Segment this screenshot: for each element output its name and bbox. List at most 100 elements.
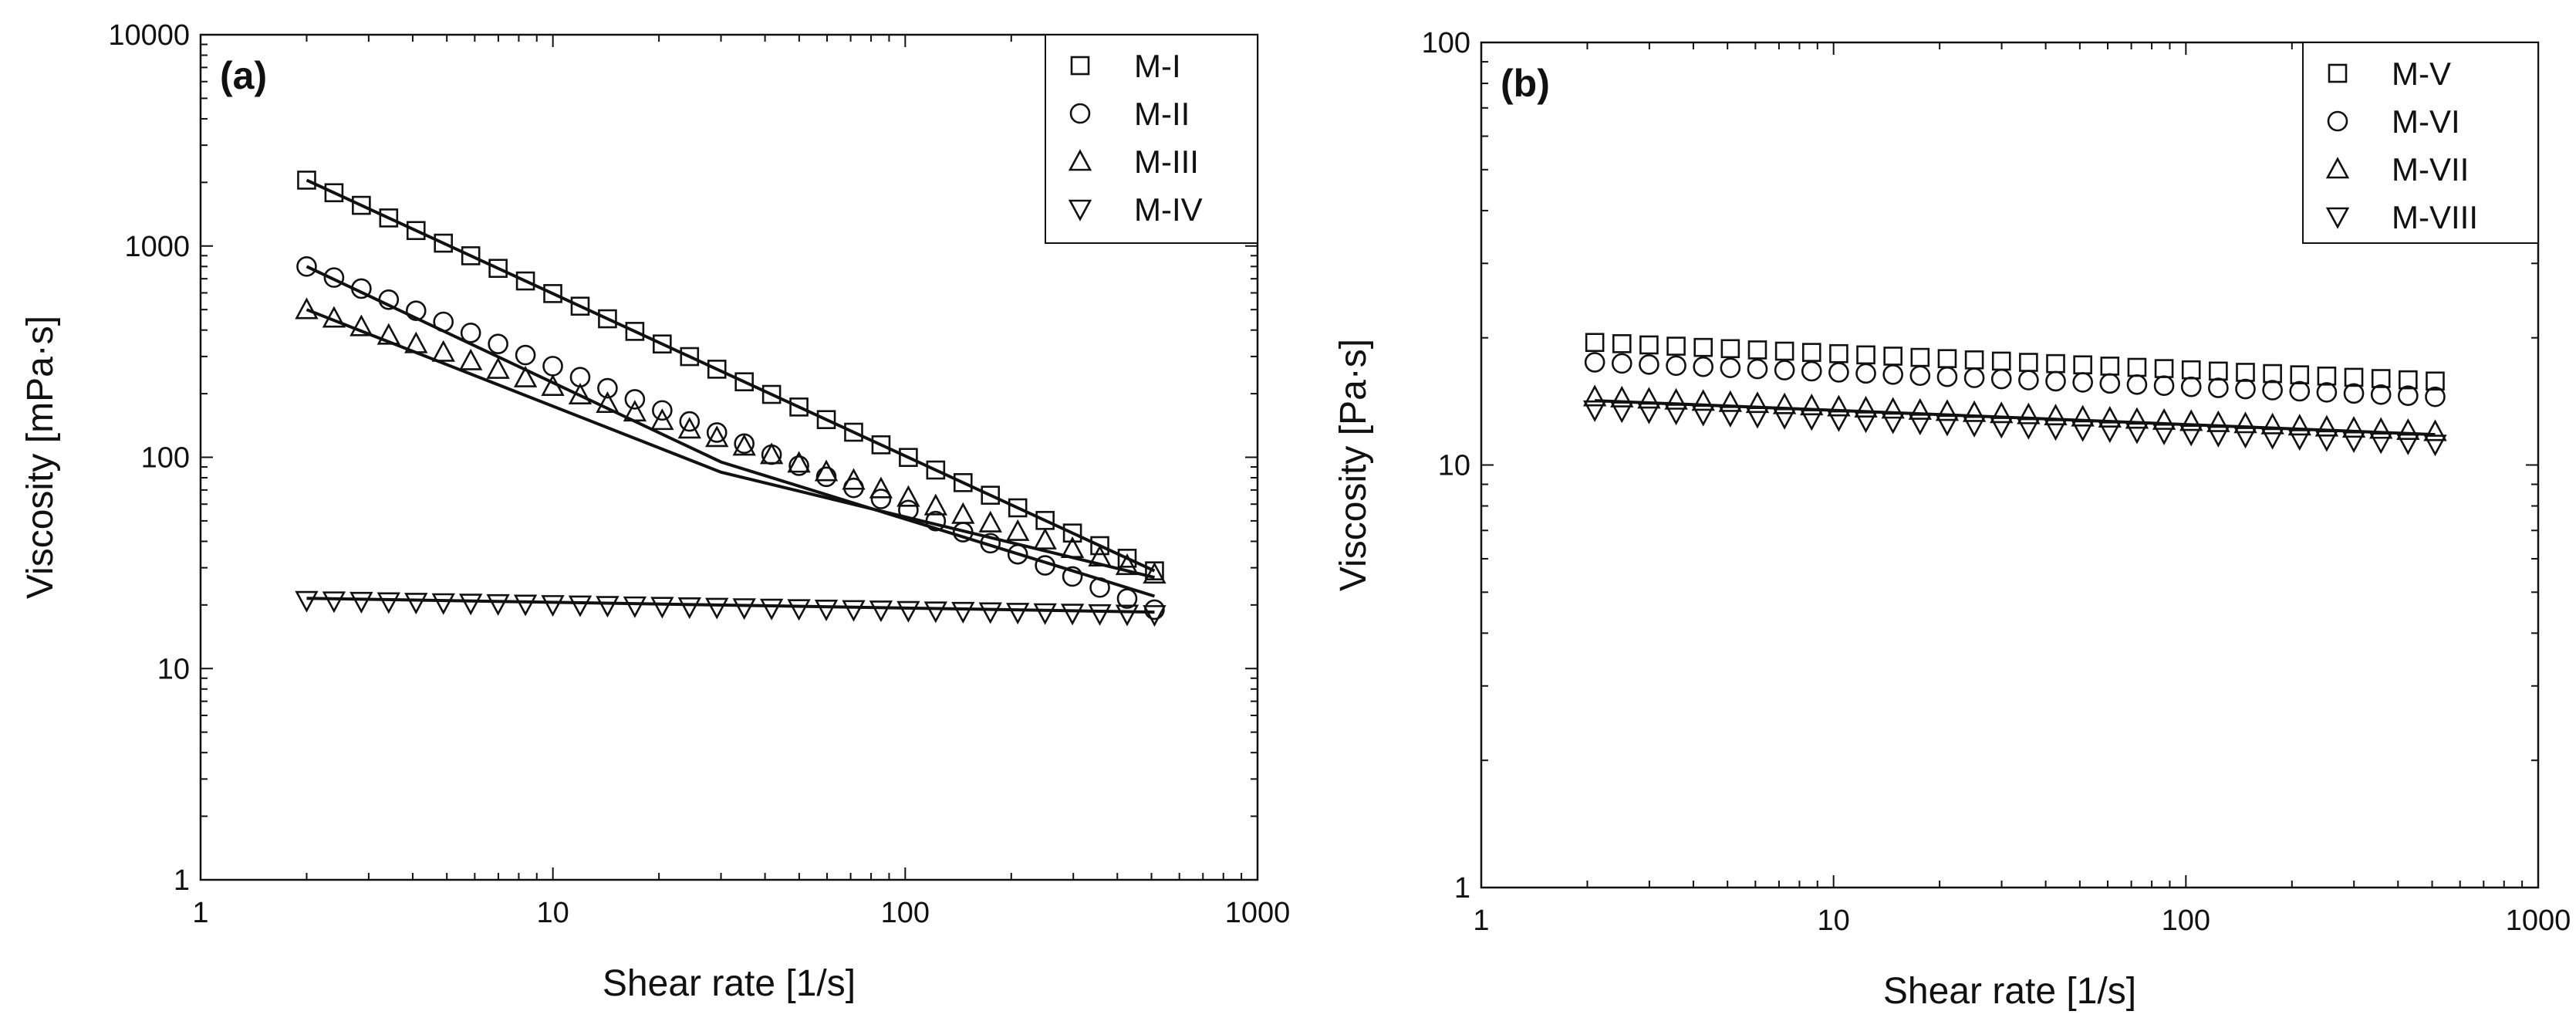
data-point <box>513 594 538 617</box>
data-point <box>1745 407 1770 429</box>
legend-circle-icon <box>2327 110 2348 132</box>
data-point <box>379 208 399 228</box>
data-point <box>486 593 510 616</box>
data-point <box>2018 370 2039 391</box>
series-m-vii <box>1582 384 2447 441</box>
legend-item: M-II <box>1069 96 1190 132</box>
data-point <box>814 459 839 482</box>
data-point <box>677 597 701 620</box>
data-point <box>2289 380 2311 402</box>
data-point <box>2046 353 2065 374</box>
chart-panel-b: 1 10 100 1000 1 10 100 Shear rate [1/s] Viscosit… <box>1333 27 2571 1012</box>
data-point <box>2127 357 2147 377</box>
data-point <box>1117 549 1137 568</box>
data-point <box>925 510 947 532</box>
x-axis-label: Shear rate [1/s] <box>1883 971 2136 1012</box>
data-point <box>2262 380 2283 401</box>
data-point <box>1008 498 1028 518</box>
data-point <box>1666 336 1686 356</box>
data-point <box>597 377 618 399</box>
data-point <box>431 340 455 362</box>
data-point <box>1060 536 1085 558</box>
data-point <box>1908 397 1932 420</box>
data-point <box>2071 404 2095 427</box>
data-point <box>1611 353 1632 374</box>
data-point <box>625 322 645 341</box>
data-point <box>488 333 508 354</box>
data-point <box>1006 519 1030 541</box>
data-point <box>951 601 975 624</box>
data-point <box>2343 383 2365 404</box>
data-point <box>404 593 428 615</box>
legend-label: M-VI <box>2392 103 2460 140</box>
y-tick-label: 100 <box>141 442 190 475</box>
data-point <box>1964 350 1984 370</box>
data-point <box>1935 399 1960 421</box>
data-point <box>2233 427 2257 449</box>
data-point <box>869 476 893 499</box>
legend-item: M-I <box>1070 48 1181 84</box>
x-tick-label: 100 <box>2162 905 2210 937</box>
data-point <box>1801 343 1821 362</box>
data-point <box>2317 366 2337 386</box>
data-point <box>1639 335 1659 355</box>
y-tick-label: 1 <box>1454 872 1470 905</box>
data-point <box>705 597 729 620</box>
data-point <box>488 259 508 279</box>
data-point <box>842 468 866 490</box>
data-point <box>1990 401 2014 424</box>
data-point <box>486 357 510 379</box>
data-point <box>2125 422 2149 445</box>
data-point <box>732 598 756 621</box>
data-point <box>1090 536 1109 556</box>
data-point <box>705 425 729 448</box>
data-point <box>679 411 701 432</box>
data-point <box>349 591 373 614</box>
data-point <box>1990 368 2012 390</box>
data-point <box>1909 365 1931 387</box>
data-point <box>2236 363 2255 382</box>
data-point <box>297 171 316 190</box>
data-point <box>1718 390 1743 412</box>
data-point <box>1088 604 1112 626</box>
data-point <box>870 489 892 509</box>
data-point <box>1637 402 1661 424</box>
data-point <box>433 311 454 333</box>
legend-square-icon <box>1070 56 1090 76</box>
data-point <box>568 595 593 617</box>
data-point <box>624 389 646 410</box>
data-point <box>2126 374 2148 395</box>
data-point <box>2263 364 2282 384</box>
y-tick-label: 100 <box>1422 27 1470 59</box>
data-point <box>2341 431 2366 453</box>
data-point <box>2316 382 2338 403</box>
data-point <box>2017 418 2041 440</box>
data-point <box>2344 367 2364 387</box>
legend-label: M-II <box>1134 96 1190 132</box>
data-point <box>2071 420 2095 442</box>
data-point <box>1610 385 1634 407</box>
data-point <box>734 372 754 392</box>
data-point <box>2017 402 2041 424</box>
data-point <box>2098 406 2122 428</box>
series-m-ii <box>296 255 1165 621</box>
data-point <box>2260 428 2284 450</box>
data-point <box>1829 343 1848 364</box>
data-point <box>1800 409 1824 431</box>
legend-label: M-I <box>1134 48 1181 84</box>
legend-square-icon <box>2328 63 2348 83</box>
data-point <box>1963 367 1985 388</box>
data-point <box>1936 366 1958 387</box>
data-point <box>789 397 809 417</box>
data-point <box>1060 604 1085 626</box>
data-point <box>978 602 1002 624</box>
data-point <box>926 460 946 480</box>
series-m-i <box>297 171 1164 580</box>
data-point <box>1747 358 1768 380</box>
legend-circle-icon <box>1069 103 1091 124</box>
data-point <box>2209 361 2228 381</box>
data-point <box>404 331 428 353</box>
data-point <box>1612 334 1632 353</box>
data-point <box>896 600 920 623</box>
